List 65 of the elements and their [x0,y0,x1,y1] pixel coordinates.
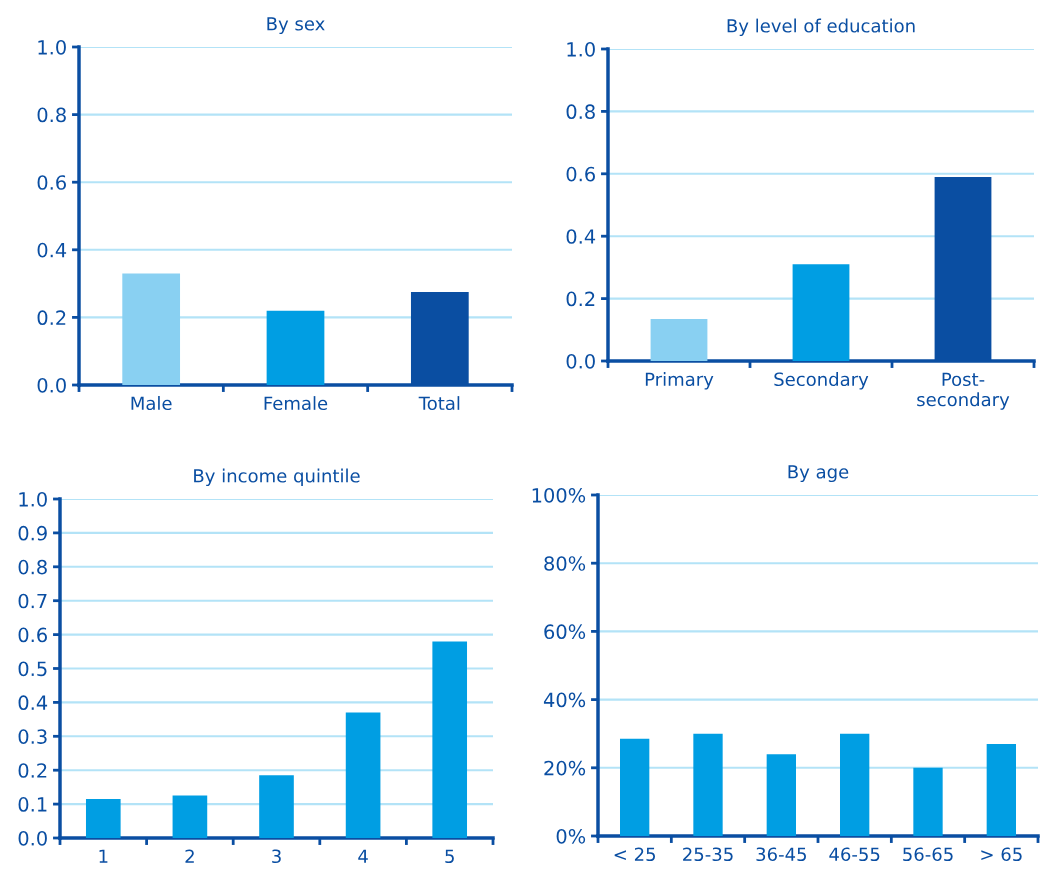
bar [432,641,468,838]
bar [986,743,1016,836]
chart-title: By age [788,465,849,483]
y-tick-label: 0.2 [18,763,47,778]
y-tick-label: 0.0 [37,377,66,393]
bar [840,733,870,836]
y-tick-label: 0.6 [37,175,66,190]
bar [650,318,708,361]
y-tick-label: 0.0 [566,353,595,369]
y-tick-label: 0.6 [566,166,595,182]
bar [913,767,943,836]
chart-title: By level of education [727,18,915,37]
x-tick-label: Post- secondary [917,372,1010,410]
y-tick-label: 0.3 [18,729,47,744]
x-tick-label: 5 [445,849,454,864]
y-tick-label: 60% [544,624,586,640]
x-tick-label: Male [131,396,172,411]
x-tick-label: 4 [358,849,368,863]
x-tick-label: Total [418,396,460,411]
y-tick-label: 0.8 [566,104,595,120]
x-tick-label: > 65 [981,847,1022,862]
y-tick-label: 0.5 [18,661,47,677]
bar [345,712,381,838]
bar [266,310,325,385]
y-tick-label: 20% [544,760,586,776]
y-tick-label: 0.4 [37,242,67,258]
bar [766,754,796,836]
chart-title: By sex [267,17,325,35]
y-tick-label: 0.9 [18,525,47,541]
y-tick-label: 0.4 [566,229,596,244]
y-tick-label: 40% [543,692,586,708]
y-tick-label: 100% [532,487,586,503]
x-tick-label: Primary [645,372,714,390]
x-tick-label: 25-35 [683,847,733,862]
x-tick-label: Female [264,396,328,411]
bar [620,738,650,836]
y-tick-label: 0.6 [18,627,47,643]
y-tick-label: 1.0 [19,491,47,507]
y-tick-label: 0.8 [37,107,66,123]
y-tick-label: 0.2 [566,291,595,307]
bar [172,795,208,838]
x-tick-label: 56-65 [903,847,953,862]
y-tick-label: 0.7 [18,593,47,609]
y-tick-label: 1.0 [567,41,595,57]
bar [122,273,181,385]
y-tick-label: 0.8 [18,559,47,575]
y-tick-label: 0.1 [18,797,47,812]
bar [792,264,850,361]
bar [259,775,294,838]
y-tick-label: 0.4 [18,695,48,711]
x-tick-label: 3 [272,849,281,864]
x-tick-label: < 25 [614,847,656,862]
y-tick-label: 0.2 [37,310,66,326]
y-tick-label: 0% [556,828,586,844]
y-tick-label: 0.0 [18,830,47,846]
x-tick-label: Secondary [774,372,869,390]
y-tick-label: 1.0 [38,39,66,55]
x-tick-label: 36-45 [756,847,806,862]
chart-title: By income quintile [194,468,360,487]
bar [693,733,723,836]
y-tick-label: 80% [544,556,586,571]
x-tick-label: 46-55 [829,847,880,862]
bar [85,799,121,838]
x-tick-label: 2 [185,849,194,863]
x-tick-label: 1 [99,849,108,863]
